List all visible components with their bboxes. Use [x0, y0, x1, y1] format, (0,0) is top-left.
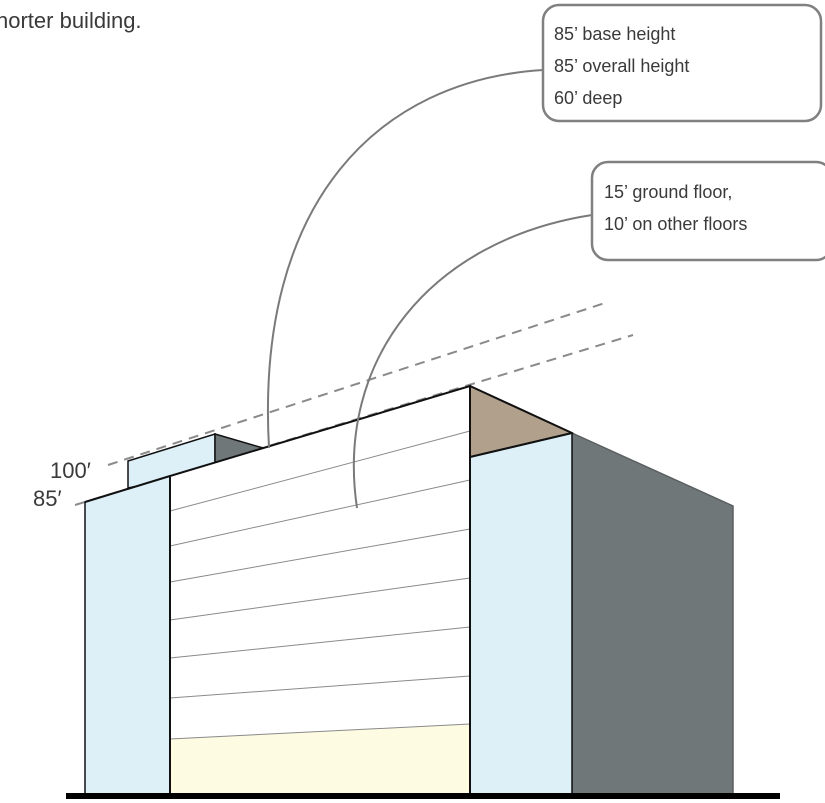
dimensions-leader — [266, 69, 544, 449]
floors-leader — [352, 214, 593, 509]
floors-line-2: 10’ on other floors — [604, 214, 747, 234]
right-light-face — [469, 432, 573, 796]
dimensions-line-3: 60’ deep — [554, 88, 622, 108]
floors-callout-box — [590, 160, 825, 262]
left-roof-edge — [84, 475, 171, 503]
floor-line-6 — [169, 675, 471, 699]
ground-floor-band — [170, 724, 470, 795]
dimensions-line-1: 85’ base height — [554, 24, 675, 44]
floor-lines — [169, 430, 471, 740]
floor-line-2 — [169, 479, 471, 547]
floors-line-1: 15’ ground floor, — [604, 182, 732, 202]
dimensions-callout: 85’ base height 85’ overall height 60’ d… — [541, 3, 823, 123]
dimensions-line-2: 85’ overall height — [554, 56, 689, 76]
floor-line-5 — [169, 626, 471, 659]
floor-line-1 — [169, 430, 471, 512]
caption-text: horter building. — [0, 8, 142, 33]
floor-line-4 — [169, 577, 471, 621]
right-dark-face — [571, 431, 734, 796]
right-roof-edge — [469, 432, 573, 458]
floors-callout: 15’ ground floor, 10’ on other floors — [590, 160, 825, 262]
roof-back-edge — [469, 385, 573, 434]
dashed-line-100 — [107, 302, 606, 466]
dimensions-callout-box — [541, 3, 823, 123]
floor-line-3 — [169, 528, 471, 583]
height-label-100: 100′ — [50, 458, 91, 483]
height-label-85: 85′ — [33, 486, 62, 511]
floor-line-7 — [169, 723, 471, 740]
left-light-face — [84, 474, 171, 796]
front-outline — [169, 384, 471, 795]
